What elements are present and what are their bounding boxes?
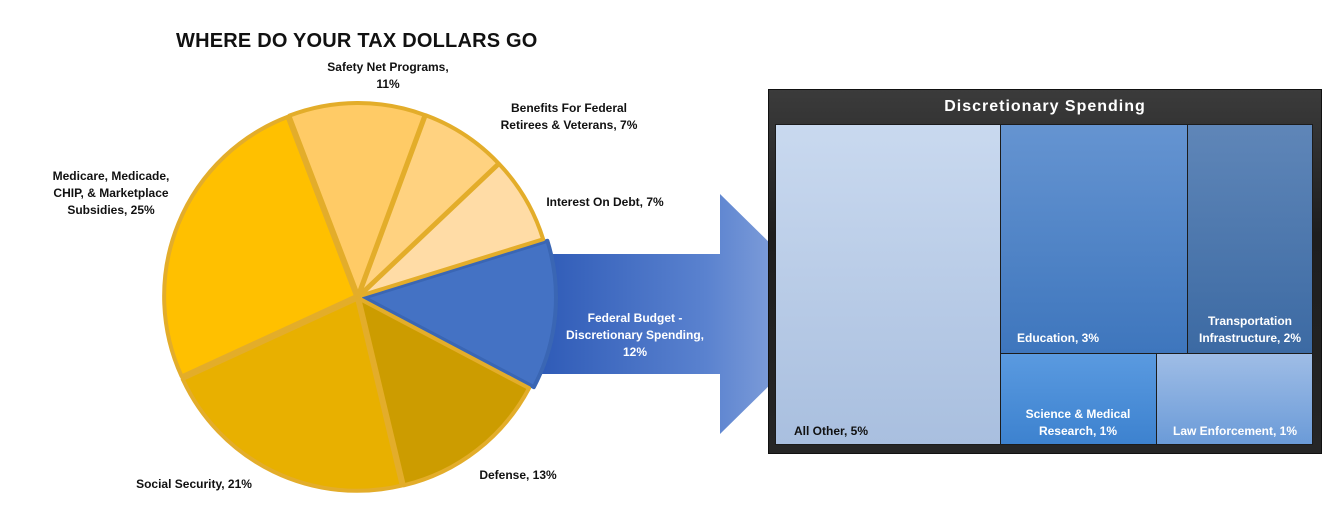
tile-label-law-enforcement: Law Enforcement, 1%: [1172, 424, 1298, 438]
tile-label-all-other: All Other, 5%: [794, 424, 869, 438]
tile-label-science: Science & Medical Research, 1%: [1025, 407, 1131, 438]
slice-social-security: [180, 296, 404, 493]
tile-all-other: All Other, 5%: [775, 124, 1001, 445]
label-interest: Interest On Debt, 7%: [546, 195, 664, 209]
label-benefits: Benefits For Federal Retirees & Veterans…: [500, 101, 638, 132]
slice-medicare: [162, 114, 359, 379]
label-discretionary: Federal Budget - Discretionary Spending,…: [565, 311, 705, 359]
slice-defense: [357, 296, 532, 488]
tile-education: Education, 3%: [1000, 124, 1188, 354]
page-title: WHERE DO YOUR TAX DOLLARS GO: [176, 30, 538, 52]
tile-label-transportation: Transportation Infrastructure, 2%: [1198, 314, 1302, 345]
slice-safety-net: [287, 101, 427, 297]
label-defense: Defense, 13%: [479, 468, 557, 482]
tile-label-education: Education, 3%: [1017, 331, 1100, 345]
pie-slices: [162, 101, 558, 493]
tile-transportation: Transportation Infrastructure, 2%: [1187, 124, 1313, 354]
label-social-security: Social Security, 21%: [136, 477, 252, 491]
transition-arrow: [540, 194, 842, 434]
slice-discretionary: [361, 238, 558, 390]
tile-law-enforcement: Law Enforcement, 1%: [1156, 353, 1313, 445]
discretionary-panel: Discretionary Spending All Other, 5% Edu…: [768, 89, 1322, 454]
tile-science: Science & Medical Research, 1%: [1000, 353, 1157, 445]
slice-interest: [357, 161, 546, 298]
label-safety-net: Safety Net Programs, 11%: [327, 60, 449, 91]
treemap-title: Discretionary Spending: [944, 98, 1146, 115]
label-medicare: Medicare, Medicade, CHIP, & Marketplace …: [52, 169, 170, 217]
